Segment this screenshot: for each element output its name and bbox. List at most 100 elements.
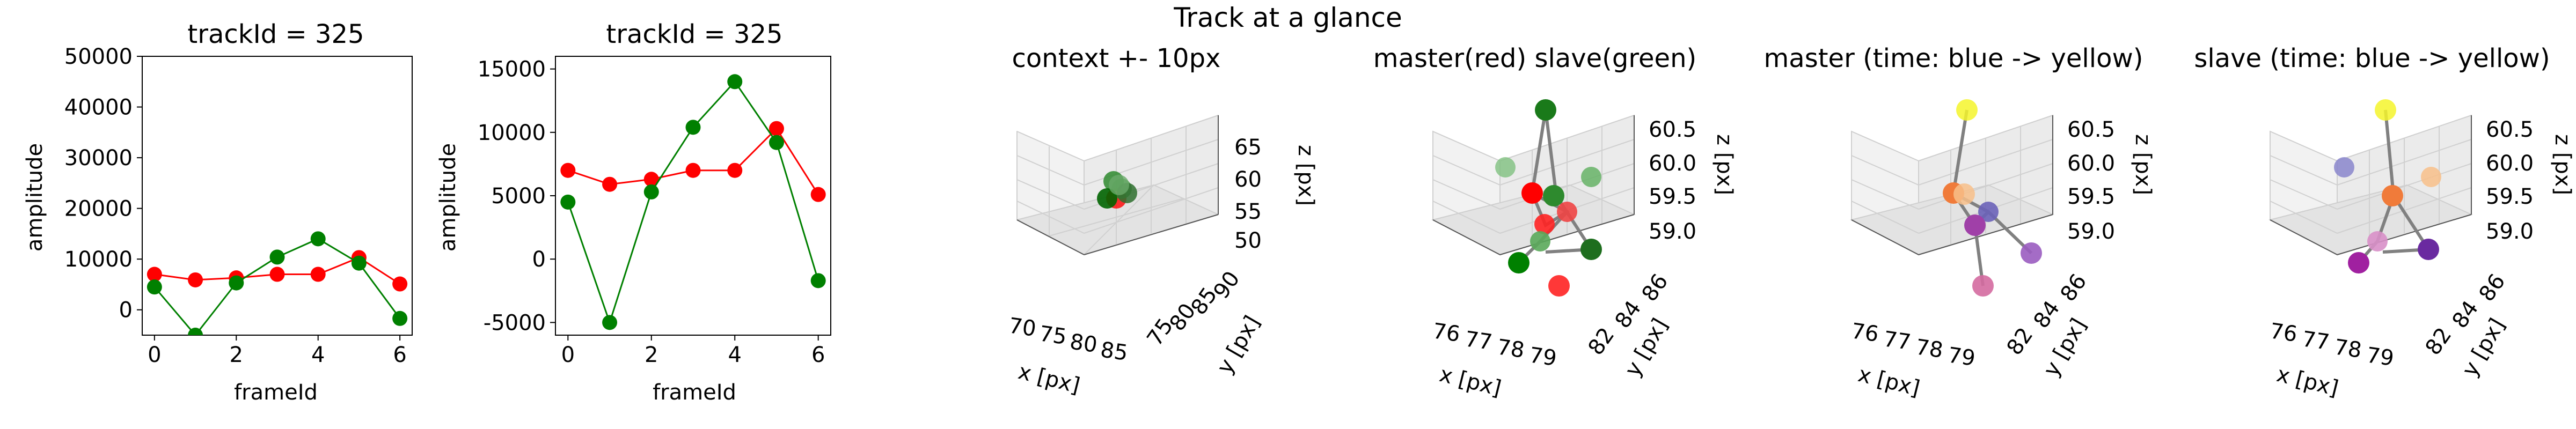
- panel-1-ytick-label: 30000: [64, 146, 133, 171]
- panel-5-master-time-3d: master (time: blue -> yellow): [1764, 43, 2155, 401]
- panel-1-series-point: [351, 255, 367, 271]
- panel-6-ytick: 86: [2475, 270, 2511, 306]
- panel-5-point: [1972, 275, 1994, 297]
- panel-6-point: [2382, 185, 2403, 206]
- panel-2-series-point: [602, 315, 618, 330]
- panel-6-zlabel: z [px]: [2550, 134, 2575, 195]
- panel-4-ytick: 86: [1637, 270, 1673, 306]
- panel-5-xtick: 78: [1914, 335, 1945, 363]
- panel-5-xtick: 79: [1946, 343, 1977, 371]
- panel-1-ytick-label: 20000: [64, 197, 133, 221]
- panel-1-xtick-label: 4: [311, 343, 325, 367]
- panel-5-point: [1964, 214, 1986, 236]
- panel-3-xtick: 75: [1038, 321, 1069, 350]
- panel-1-series-point: [188, 272, 203, 287]
- panel-2-ylabel: amplitude: [436, 143, 460, 252]
- panel-3-zticks: 50 55 60 65: [1234, 135, 1262, 253]
- panel-6-points: [2334, 99, 2441, 273]
- panel-2-series-point: [769, 121, 784, 136]
- panel-4-xlabel: x [px]: [1437, 362, 1504, 401]
- panel-4-zlabel: z [px]: [1712, 134, 1737, 195]
- panel-2-series-point: [602, 176, 618, 192]
- panel-2-title: trackId = 325: [606, 19, 782, 49]
- panel-4-ztick: 59.5: [1649, 184, 1696, 209]
- panel-1-amplitude-plot: trackId = 325 0 2 4 6 0 10000 20000 30000 40000 5…: [23, 19, 413, 405]
- panel-3-points: [1097, 171, 1137, 209]
- panel-4-point: [1521, 182, 1543, 204]
- panel-4-point: [1495, 157, 1516, 177]
- panel-6-xtick: 76: [2268, 319, 2299, 347]
- panel-5-ytick: 86: [2056, 270, 2092, 306]
- panel-4-ztick: 60.5: [1649, 117, 1696, 142]
- panel-1-series-point: [147, 267, 162, 282]
- panel-2-ytick-label: 5000: [491, 184, 546, 209]
- panel-3-xtick: 80: [1069, 329, 1099, 358]
- panel-4-point: [1557, 202, 1577, 222]
- panel-1-series-point: [269, 267, 285, 282]
- panel-1-xtick-label: 2: [230, 343, 243, 367]
- panel-3-ztick: 55: [1234, 199, 1262, 224]
- panel-6-ytick: 82: [2421, 323, 2457, 360]
- panel-2-series-point: [727, 74, 743, 90]
- panel-2-series-point: [643, 184, 659, 199]
- panel-6-slave-time-3d: slave (time: blue -> yellow): [2194, 43, 2575, 401]
- panel-2-series-point: [643, 172, 659, 187]
- panel-5-zlabel: z [px]: [2131, 134, 2155, 195]
- panel-3-box: [1016, 115, 1219, 255]
- panel-1-series-point: [392, 276, 408, 292]
- panel-4-title: master(red) slave(green): [1373, 43, 1696, 73]
- panel-6-xlabel: x [px]: [2274, 362, 2341, 401]
- panel-3-point: [1109, 175, 1129, 195]
- panel-4-master-slave-3d: master(red) slave(green): [1373, 43, 1737, 401]
- panel-6-ztick: 60.5: [2486, 117, 2534, 142]
- panel-4-points: [1495, 99, 1602, 297]
- panel-4-ytick: 84: [1611, 297, 1646, 333]
- panel-4-point: [1530, 231, 1550, 252]
- panel-3-ylabel: y [px]: [1212, 312, 1265, 378]
- panel-2-xtick-label: 4: [728, 343, 742, 367]
- panel-6-xticks: 76 77 78 79: [2268, 319, 2396, 371]
- panel-4-point: [1581, 167, 1601, 187]
- panel-5-point: [1956, 99, 1978, 121]
- panel-3-ztick: 50: [1234, 228, 1262, 253]
- panel-4-xtick: 76: [1431, 319, 1462, 347]
- panel-2-series-point: [685, 120, 701, 135]
- panel-2-series-point: [560, 194, 576, 210]
- panel-2-ytick-label: -5000: [484, 310, 546, 335]
- panel-6-track-line: [2382, 109, 2432, 254]
- panel-4-track-line: [1544, 109, 1594, 254]
- panel-5-xlabel: x [px]: [1856, 362, 1922, 401]
- panel-2-series-point: [810, 187, 826, 202]
- panel-5-points: [1943, 99, 2042, 297]
- panel-1-series-point: [269, 249, 285, 265]
- panel-4-xtick: 78: [1496, 335, 1526, 363]
- panel-4-ytick: 82: [1584, 323, 1620, 360]
- panel-6-title: slave (time: blue -> yellow): [2194, 43, 2550, 73]
- panel-4-xtick: 79: [1528, 343, 1558, 371]
- panel-4-xtick: 77: [1463, 327, 1494, 355]
- panel-4-point: [1508, 252, 1529, 273]
- panel-5-xtick: 77: [1882, 327, 1913, 355]
- panel-4-point: [1534, 214, 1555, 234]
- panel-5-ytick: 84: [2029, 297, 2065, 333]
- panel-6-ztick: 60.0: [2486, 151, 2534, 176]
- panel-6-box: [2268, 114, 2473, 256]
- panel-2-xlabel: frameId: [653, 380, 736, 405]
- panel-4-box: [1431, 114, 1636, 256]
- panel-3-xtick: 85: [1099, 337, 1130, 366]
- panel-6-ztick: 59.5: [2486, 184, 2534, 209]
- panel-2-frame: [555, 56, 831, 336]
- panel-1-series-point: [188, 328, 203, 335]
- panel-1-series-point: [310, 231, 326, 247]
- panel-5-box: [1850, 114, 2054, 256]
- panel-5-ztick: 60.0: [2067, 151, 2115, 176]
- panel-3-title: context +- 10px: [1012, 43, 1221, 73]
- panel-3-xticks: 70 75 80 85: [1007, 313, 1130, 366]
- panel-1-series-point: [229, 275, 244, 291]
- panel-2-ytick-label: 10000: [478, 121, 546, 145]
- panel-1-plot-area: 0 2 4 6 0 10000 20000 30000 40000 50000: [64, 45, 413, 367]
- panel-2-series-point: [685, 162, 701, 178]
- panel-5-zticks: 59.0 59.5 60.0 60.5: [2067, 117, 2115, 244]
- panel-4-xticks: 76 77 78 79: [1431, 319, 1558, 371]
